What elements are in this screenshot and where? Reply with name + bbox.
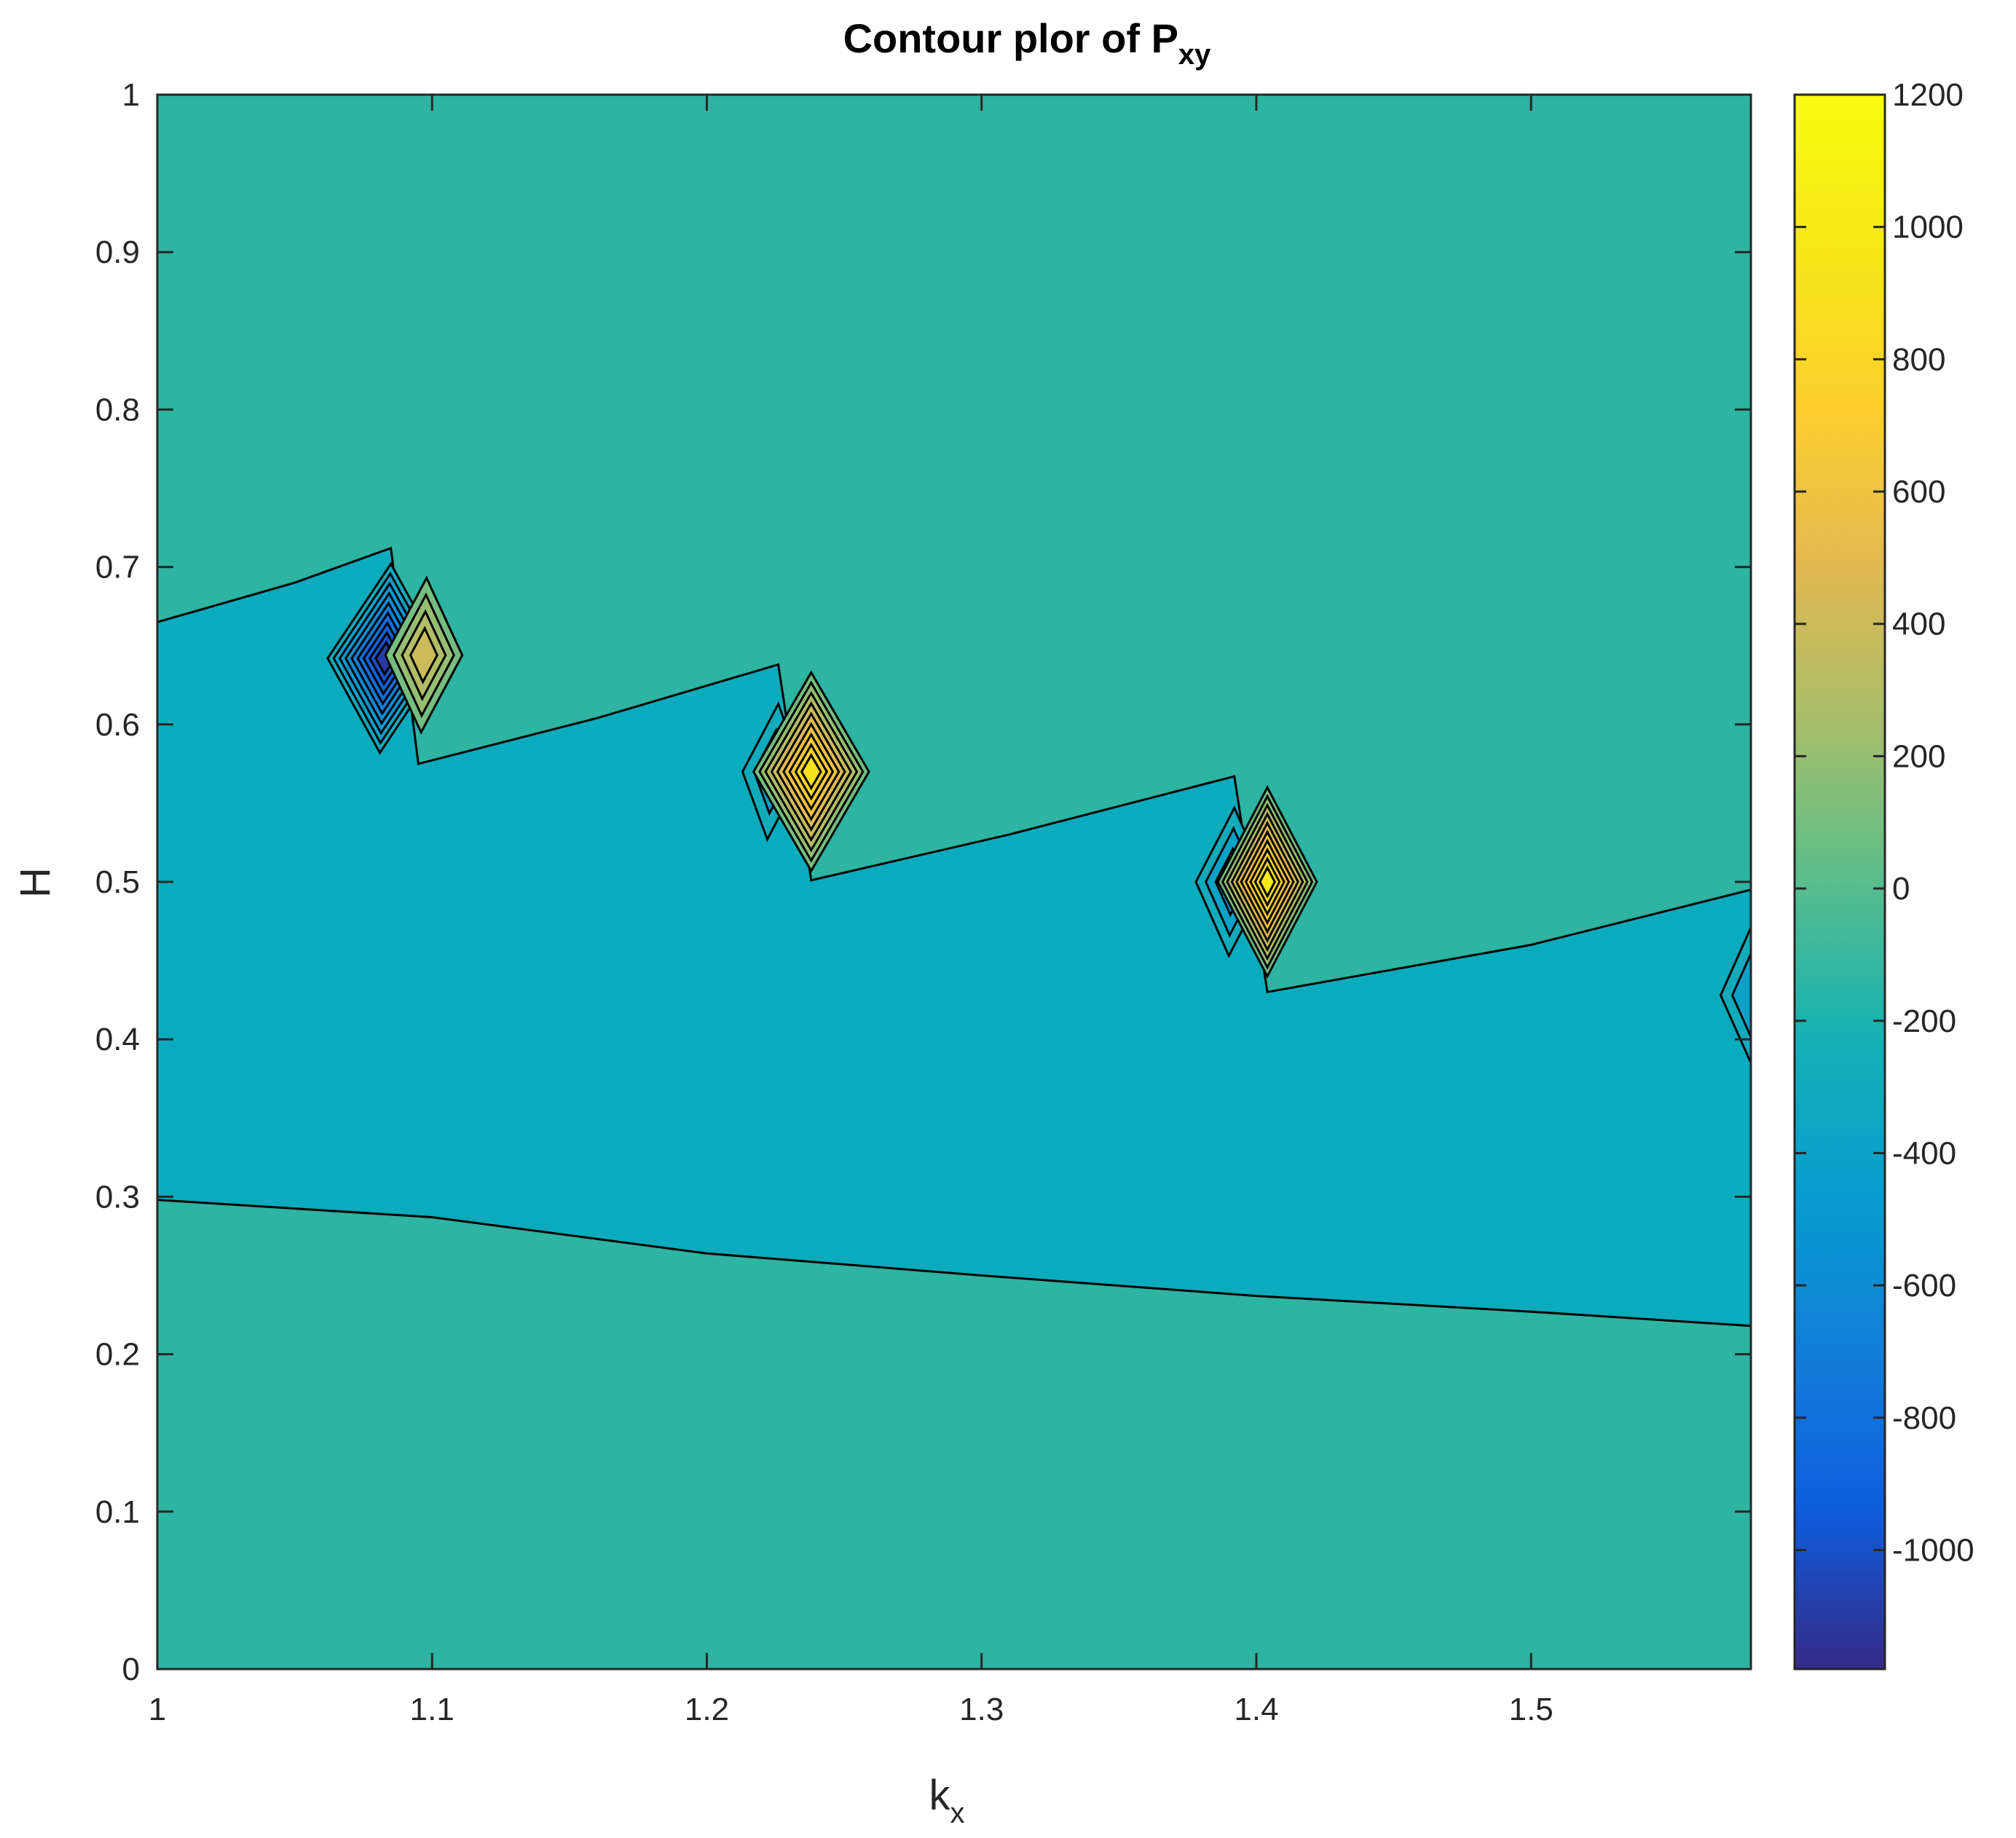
y-tick-label: 0.4: [95, 1022, 140, 1057]
contour-maximum-2: [384, 575, 464, 735]
x-tick-label: 1: [149, 1692, 166, 1727]
y-tick-label: 0.7: [95, 550, 140, 585]
x-axis-label-subscript: x: [950, 1797, 965, 1829]
colorbar-tick-label: 800: [1892, 342, 1945, 377]
y-tick-label: 0.5: [95, 864, 140, 900]
colorbar-tick-label: 200: [1892, 738, 1945, 774]
contour-layer: [157, 546, 1751, 1328]
contour-level--400: [1730, 950, 1751, 1040]
colorbar-tick-label: -800: [1892, 1400, 1956, 1436]
colorbar-ticks: -1000 -800 -600 -400 -200 0 200 400 600 800 1000 12…: [1795, 77, 1974, 1568]
contour-level-400: [409, 626, 438, 685]
colorbar-tick-label: 400: [1892, 607, 1945, 642]
x-tick-label: 1.1: [410, 1692, 454, 1727]
colorbar-tick-label: 0: [1892, 871, 1910, 907]
y-tick-label: 0.6: [95, 707, 140, 743]
y-tick-label: 0: [122, 1652, 140, 1687]
x-tick-label: 1.3: [959, 1692, 1004, 1727]
x-tick-label: 1.5: [1509, 1692, 1554, 1727]
chart-title-subscript: xy: [1178, 39, 1211, 71]
contour-band-region: [157, 546, 1751, 1328]
contour-level-900: [800, 753, 822, 791]
colorbar-tick-label: 600: [1892, 474, 1945, 510]
x-tick-label: 1.4: [1234, 1692, 1278, 1727]
colorbar-tick-label: -400: [1892, 1135, 1956, 1171]
y-tick-label: 0.9: [95, 234, 140, 270]
x-axis-ticks: 1 1.1 1.2 1.3 1.4 1.5: [149, 95, 1554, 1727]
y-tick-label: 0.8: [95, 392, 140, 427]
y-tick-label: 0.3: [95, 1179, 140, 1215]
colorbar: [1793, 93, 1886, 1671]
y-tick-label: 0.1: [95, 1494, 140, 1530]
y-tick-label: 1: [122, 77, 140, 113]
y-axis-label: H: [12, 867, 59, 898]
contour-maximum-6: [1216, 785, 1318, 979]
chart-title: Contour plor of Pxy: [843, 15, 1212, 71]
colorbar-tick-label: -200: [1892, 1003, 1956, 1039]
colorbar-tick-label: 1000: [1892, 210, 1964, 245]
x-axis-label-main: k: [929, 1772, 951, 1819]
contour-level-1000: [1259, 865, 1276, 899]
chart-title-main: Contour plor of P: [843, 15, 1178, 61]
x-tick-label: 1.2: [685, 1692, 729, 1727]
contour-maximum-4: [752, 670, 870, 873]
colorbar-tick-label: -1000: [1892, 1532, 1974, 1568]
colorbar-tick-label: -600: [1892, 1268, 1956, 1303]
colorbar-tick-label: 1200: [1892, 77, 1964, 113]
y-tick-label: 0.2: [95, 1337, 140, 1373]
contour-minimum-7: [1719, 925, 1751, 1066]
y-axis-ticks: 0 0.1 0.2 0.3 0.4 0.5 0.6 0.7 0.8 0.9 1: [95, 77, 1751, 1687]
x-axis-label: kx: [929, 1772, 965, 1829]
